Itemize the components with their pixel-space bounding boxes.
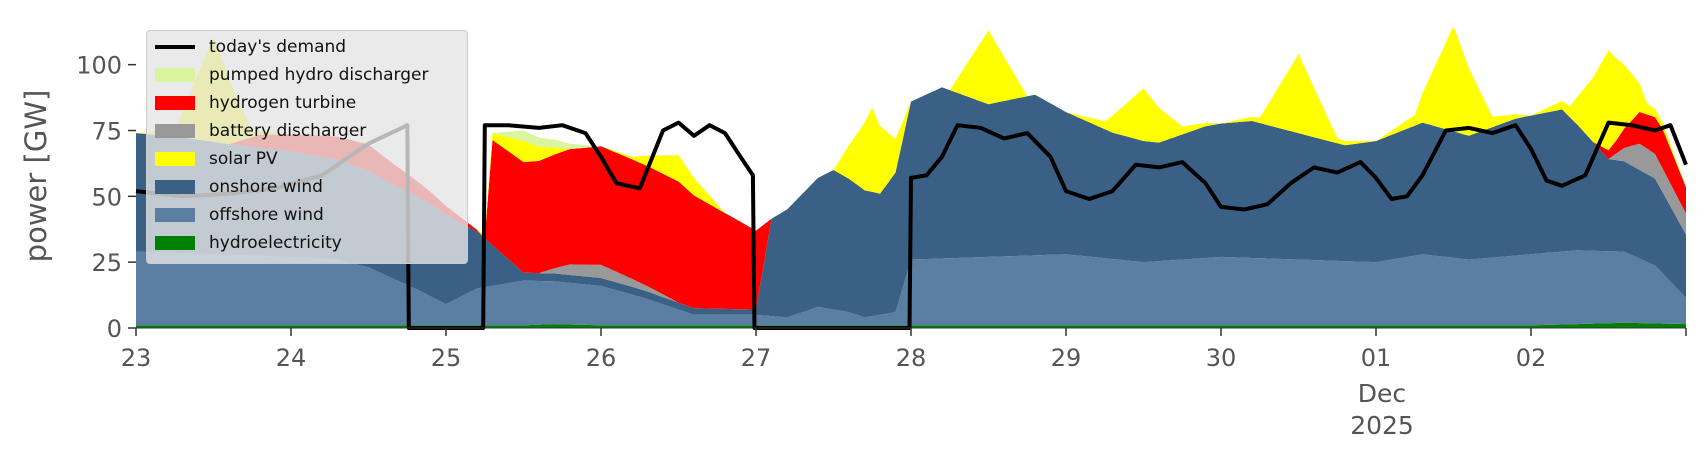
legend-label-hydrogen: hydrogen turbine bbox=[209, 93, 357, 113]
legend-item-battery: battery discharger bbox=[155, 121, 366, 141]
demand-line bbox=[135, 120, 1688, 330]
demand-line-group bbox=[135, 120, 1688, 330]
x-tick-label: 25 bbox=[431, 344, 462, 372]
legend-swatch-pumped-hydro bbox=[155, 68, 195, 82]
legend-item-solar: solar PV bbox=[155, 149, 278, 169]
area-hydrogen-turbine bbox=[136, 87, 1686, 310]
x-tick-label: 26 bbox=[586, 344, 617, 372]
x-ticks: 23 24 25 26 27 28 29 30 01 02 bbox=[121, 328, 1687, 372]
month-label: Dec bbox=[1358, 379, 1406, 408]
legend: today's demand pumped hydro discharger h… bbox=[146, 30, 468, 264]
legend-demand-line bbox=[155, 45, 195, 49]
legend-label-demand: today's demand bbox=[209, 37, 347, 57]
x-tick-label: 27 bbox=[741, 344, 772, 372]
y-tick-label: 100 bbox=[76, 52, 122, 80]
legend-item-pumped-hydro: pumped hydro discharger bbox=[155, 65, 428, 85]
legend-item-hydrogen: hydrogen turbine bbox=[155, 93, 356, 113]
x-tick-label: 28 bbox=[896, 344, 927, 372]
legend-item-offshore: offshore wind bbox=[155, 205, 324, 225]
legend-label-battery: battery discharger bbox=[209, 121, 367, 141]
y-tick-label: 50 bbox=[91, 183, 122, 211]
year-label: 2025 bbox=[1350, 411, 1414, 440]
x-tick-label: 02 bbox=[1516, 344, 1547, 372]
legend-label-solar: solar PV bbox=[209, 149, 278, 169]
x-tick-label: 29 bbox=[1051, 344, 1082, 372]
y-axis-label: power [GW] bbox=[19, 90, 53, 263]
y-tick-label: 25 bbox=[91, 249, 122, 277]
legend-item-hydro: hydroelectricity bbox=[155, 233, 342, 253]
legend-item-demand: today's demand bbox=[155, 37, 346, 57]
legend-swatch-solar bbox=[155, 152, 195, 166]
area-solar-PV bbox=[136, 26, 1686, 239]
x-tick-label: 23 bbox=[121, 344, 152, 372]
legend-label-offshore: offshore wind bbox=[209, 205, 324, 225]
y-tick-label: 75 bbox=[91, 118, 122, 146]
legend-swatch-hydro bbox=[155, 236, 195, 250]
legend-swatch-battery bbox=[155, 124, 195, 138]
legend-label-pumped-hydro: pumped hydro discharger bbox=[209, 65, 429, 85]
x-tick-label: 24 bbox=[276, 344, 307, 372]
x-tick-label: 01 bbox=[1361, 344, 1392, 372]
legend-swatch-onshore bbox=[155, 180, 195, 194]
legend-label-onshore: onshore wind bbox=[209, 177, 323, 197]
legend-label-hydro: hydroelectricity bbox=[209, 233, 342, 253]
y-tick-label: 0 bbox=[107, 315, 122, 343]
y-ticks: 0 25 50 75 100 bbox=[76, 52, 136, 343]
area-hydroelectricity bbox=[136, 322, 1686, 328]
x-tick-label: 30 bbox=[1206, 344, 1237, 372]
legend-item-onshore: onshore wind bbox=[155, 177, 323, 197]
legend-swatch-offshore bbox=[155, 208, 195, 222]
legend-swatch-hydrogen bbox=[155, 96, 195, 110]
